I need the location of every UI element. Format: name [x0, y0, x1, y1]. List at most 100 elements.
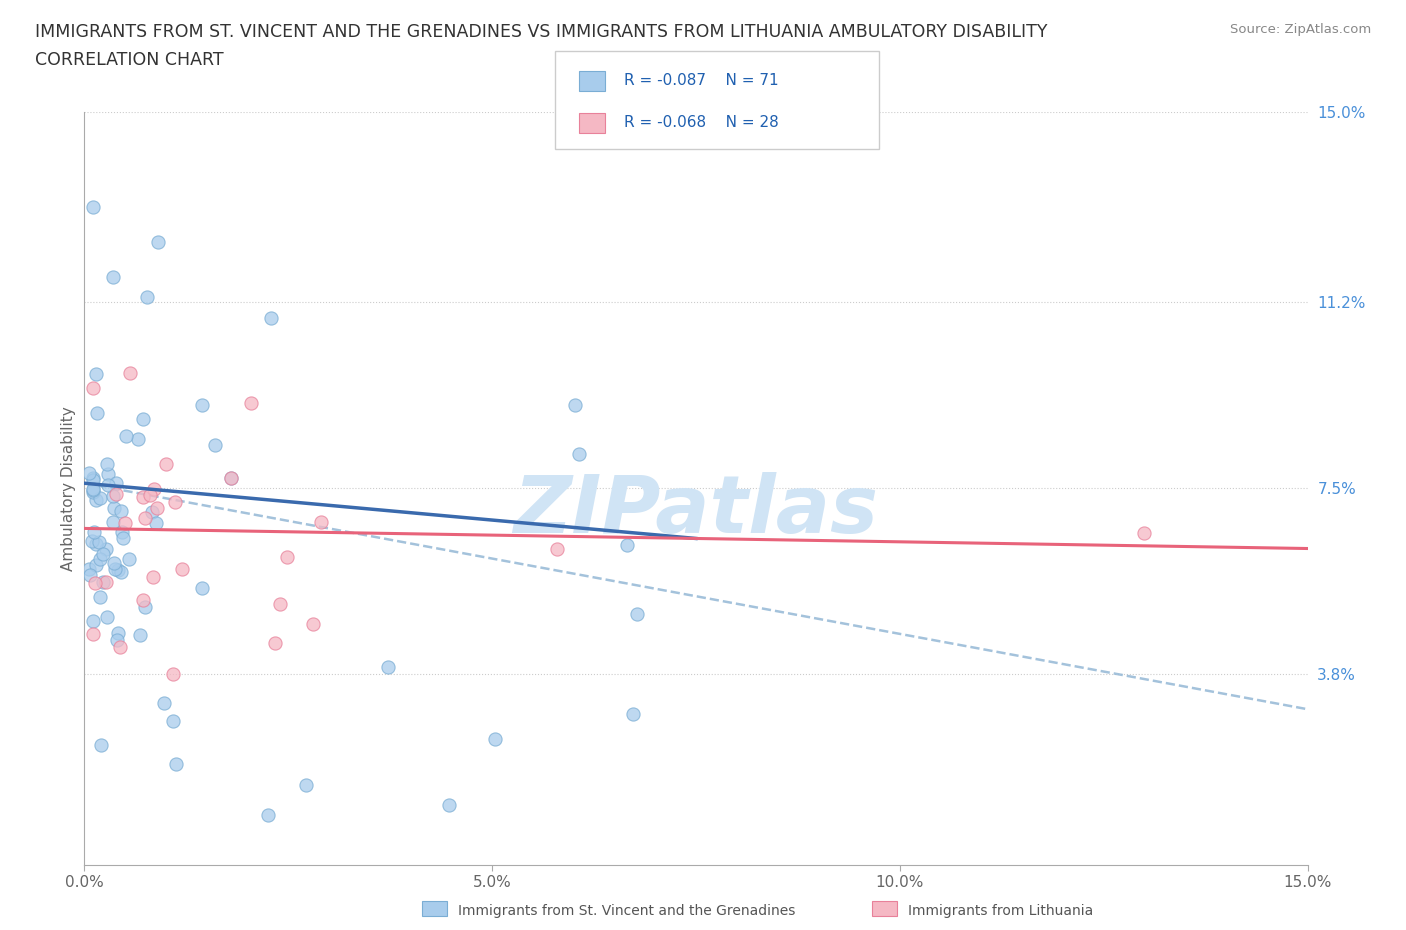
Point: [103, 488, 125, 503]
Point: [129, 627, 152, 642]
Point: [110, 503, 132, 518]
Point: [105, 475, 128, 490]
Point: [83, 525, 105, 539]
Point: [110, 565, 132, 580]
Text: CORRELATION CHART: CORRELATION CHART: [35, 51, 224, 69]
Point: [111, 525, 134, 539]
Point: [104, 562, 127, 577]
Y-axis label: Ambulatory Disability: Ambulatory Disability: [60, 405, 76, 571]
Point: [82, 482, 104, 497]
Point: [546, 541, 568, 556]
Point: [89, 552, 111, 567]
Text: Immigrants from St. Vincent and the Grenadines: Immigrants from St. Vincent and the Gren…: [458, 904, 796, 919]
Point: [97, 477, 120, 492]
Point: [86, 537, 108, 551]
Point: [94, 541, 117, 556]
Point: [103, 500, 125, 515]
Point: [276, 550, 298, 565]
Point: [79, 568, 101, 583]
Point: [162, 667, 184, 682]
Point: [166, 757, 188, 772]
Point: [190, 580, 212, 595]
Point: [82, 614, 104, 629]
Point: [143, 482, 166, 497]
Text: ZIPatlas: ZIPatlas: [513, 472, 879, 550]
Text: R = -0.087    N = 71: R = -0.087 N = 71: [624, 73, 779, 88]
Point: [134, 511, 156, 525]
Point: [82, 380, 104, 395]
Point: [101, 270, 124, 285]
Point: [616, 538, 638, 553]
Point: [172, 562, 194, 577]
Point: [621, 707, 644, 722]
Point: [80, 534, 103, 549]
Point: [146, 500, 169, 515]
Point: [82, 472, 104, 487]
Point: [301, 617, 323, 631]
Point: [564, 398, 586, 413]
Point: [84, 367, 107, 382]
Point: [155, 457, 177, 472]
Point: [110, 640, 132, 655]
Point: [89, 490, 111, 505]
Point: [264, 635, 287, 650]
Point: [131, 412, 153, 427]
Point: [257, 807, 280, 822]
Text: R = -0.068    N = 28: R = -0.068 N = 28: [624, 115, 779, 130]
Point: [83, 576, 105, 591]
Point: [91, 547, 114, 562]
Point: [103, 555, 125, 570]
Point: [165, 495, 187, 510]
Point: [82, 627, 104, 642]
Point: [294, 777, 316, 792]
Point: [104, 487, 127, 502]
Point: [96, 575, 118, 590]
Point: [136, 290, 159, 305]
Point: [79, 466, 101, 481]
Point: [626, 606, 648, 621]
Point: [105, 632, 128, 647]
Point: [96, 457, 118, 472]
Point: [1133, 526, 1156, 541]
Point: [240, 395, 263, 410]
Point: [309, 514, 332, 529]
Point: [84, 557, 107, 572]
Point: [114, 515, 136, 530]
Point: [107, 625, 129, 640]
Point: [77, 561, 100, 576]
Point: [484, 732, 506, 747]
Point: [377, 659, 399, 674]
Point: [437, 797, 460, 812]
Point: [134, 600, 156, 615]
Point: [127, 432, 149, 446]
Point: [82, 471, 104, 485]
Point: [112, 530, 135, 545]
Point: [567, 446, 589, 461]
Point: [82, 200, 104, 215]
Point: [118, 551, 141, 566]
Point: [107, 562, 129, 577]
Point: [115, 428, 138, 443]
Point: [118, 365, 141, 380]
Point: [269, 596, 291, 611]
Point: [142, 569, 165, 584]
Point: [101, 514, 124, 529]
Point: [153, 696, 176, 711]
Point: [162, 713, 184, 728]
Point: [138, 487, 160, 502]
Point: [89, 590, 111, 604]
Point: [141, 505, 163, 520]
Point: [148, 234, 170, 249]
Point: [132, 593, 155, 608]
Point: [84, 493, 107, 508]
Text: Immigrants from Lithuania: Immigrants from Lithuania: [908, 904, 1094, 919]
Text: Source: ZipAtlas.com: Source: ZipAtlas.com: [1230, 23, 1371, 36]
Point: [86, 405, 108, 420]
Point: [132, 489, 155, 504]
Text: IMMIGRANTS FROM ST. VINCENT AND THE GRENADINES VS IMMIGRANTS FROM LITHUANIA AMBU: IMMIGRANTS FROM ST. VINCENT AND THE GREN…: [35, 23, 1047, 41]
Point: [219, 471, 242, 485]
Point: [97, 467, 120, 482]
Point: [96, 610, 118, 625]
Point: [260, 310, 283, 325]
Point: [191, 398, 214, 413]
